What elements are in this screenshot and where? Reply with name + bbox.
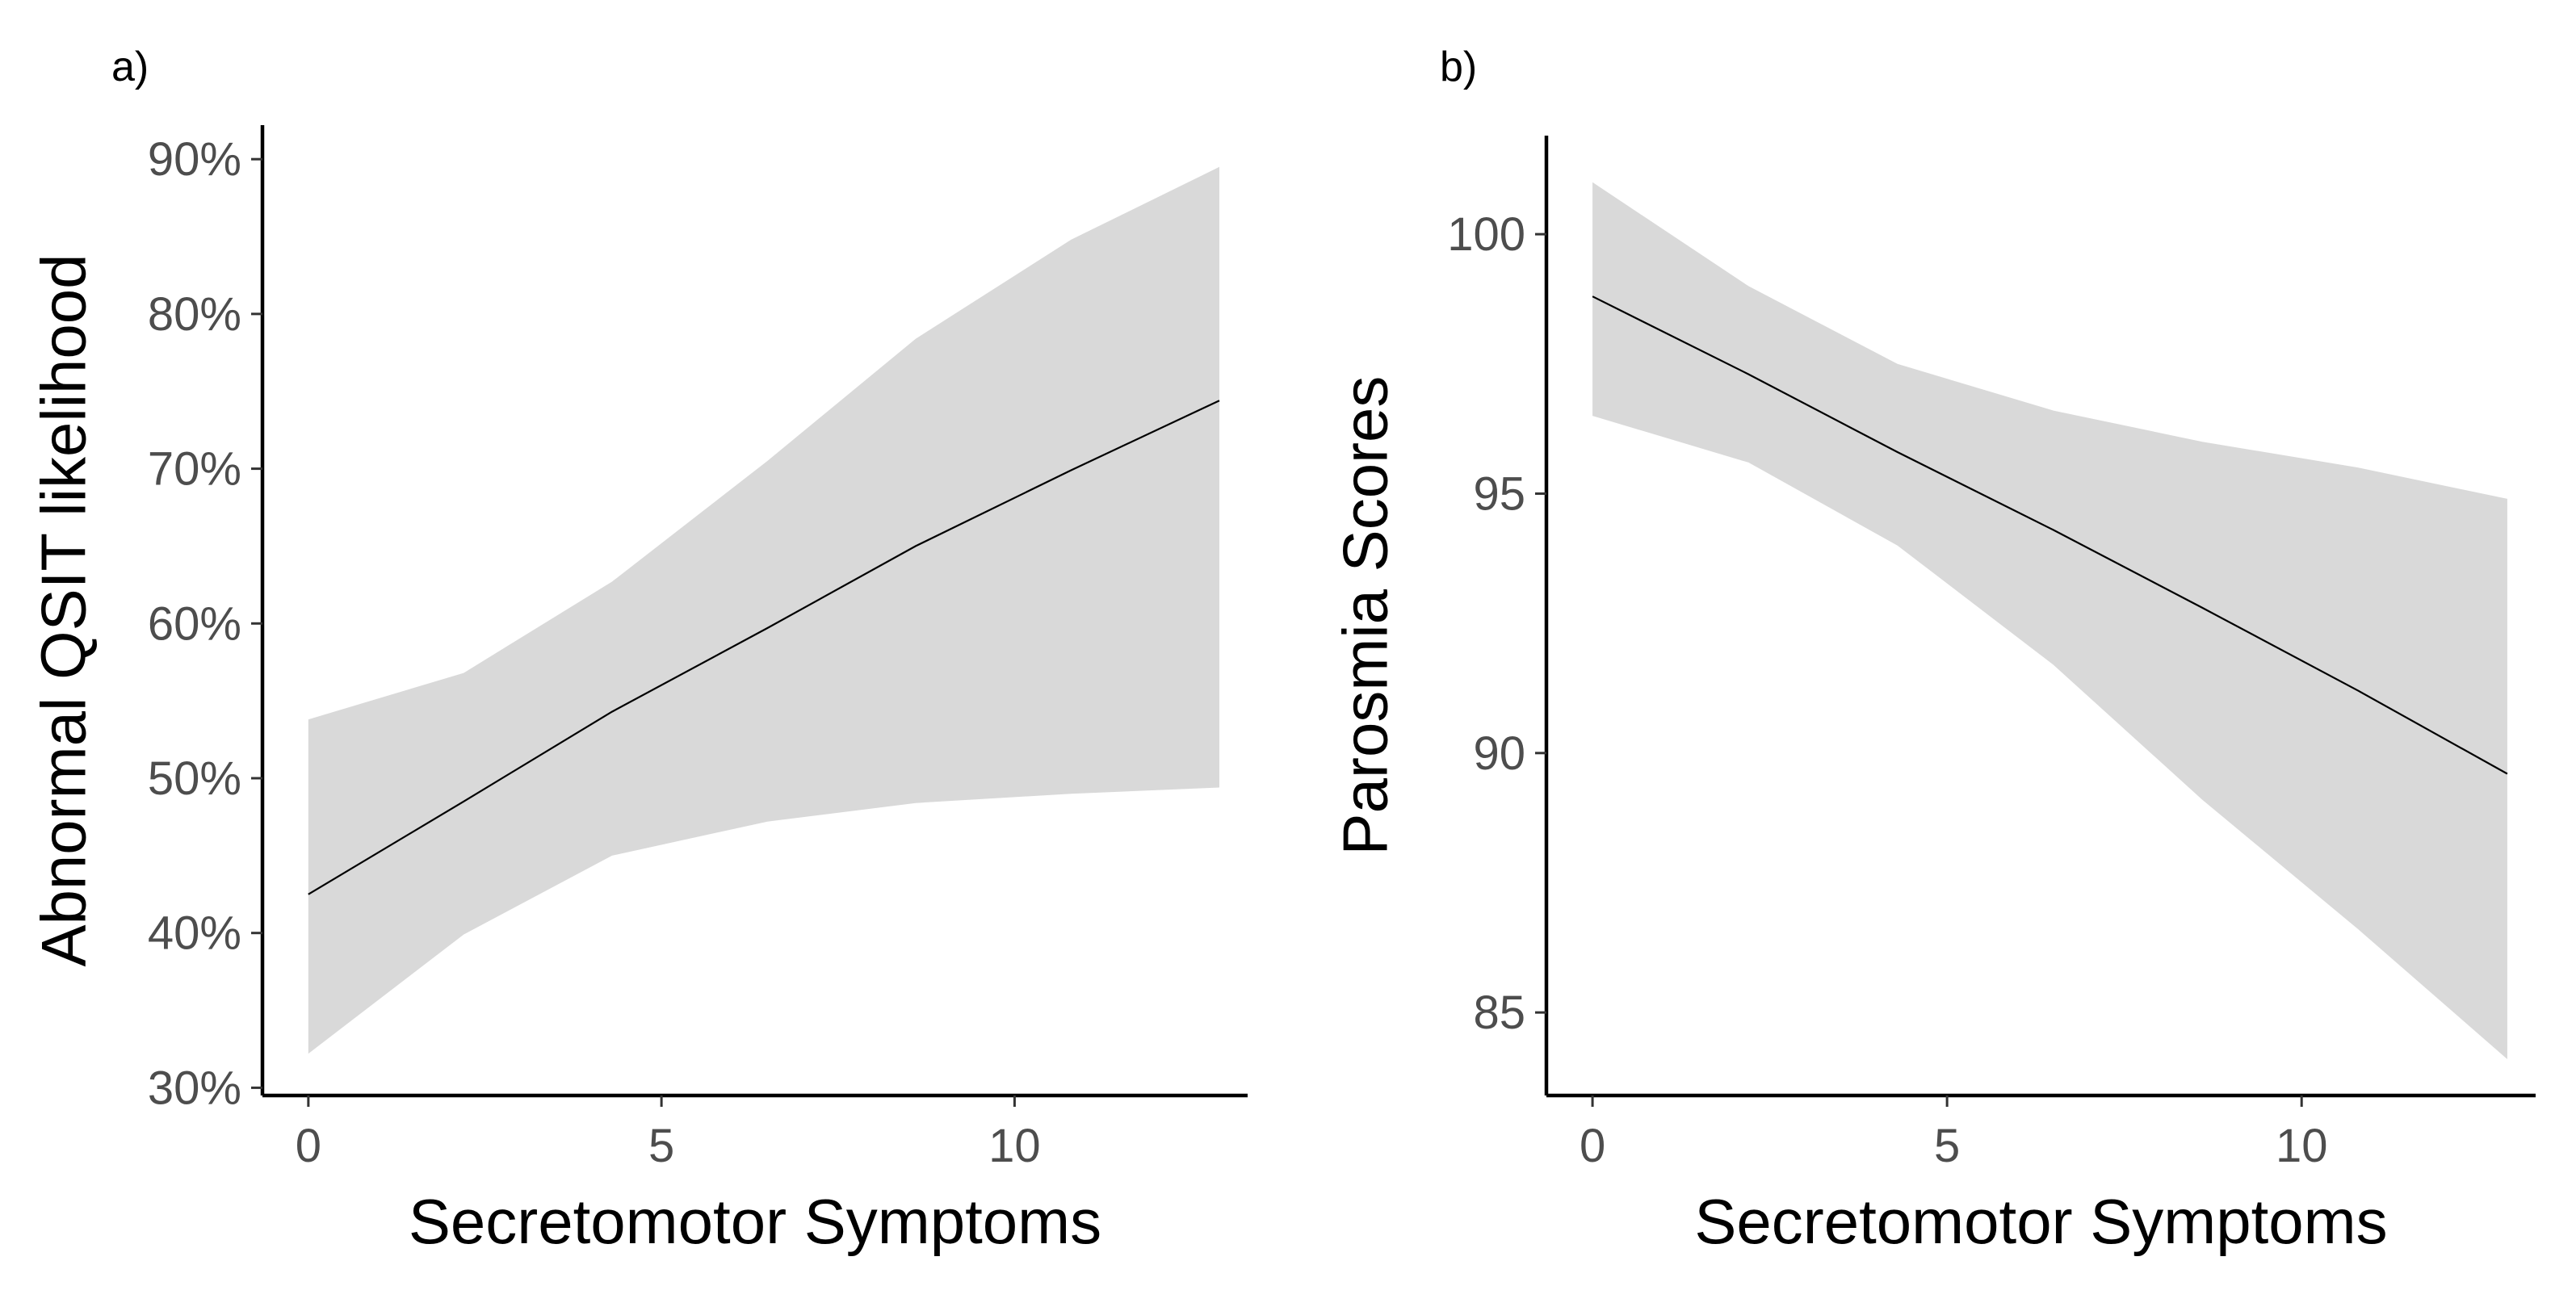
- panel-a-y-tick-label: 70%: [148, 443, 241, 496]
- panel-a-x-tick-label: 5: [648, 1120, 674, 1172]
- panel-a-y-tick-label: 40%: [148, 907, 241, 960]
- panel-b: 85 90 95 100 0 5 10 Secretomotor Symptoms Parosm…: [1329, 44, 2536, 1257]
- panel-b-fit-line: [1592, 295, 2508, 775]
- panel-a-x-axis-title: Secretomotor Symptoms: [409, 1186, 1101, 1257]
- panel-b-y-tick-label: 95: [1473, 467, 1525, 520]
- panel-b-x-tick-label: 5: [1934, 1120, 1960, 1172]
- panel-a: 30% 40% 50% 60% 70% 80% 90% 0 5 10 Secretomotor Sy…: [27, 44, 1248, 1257]
- panel-b-x-tick-label: 10: [2276, 1120, 2328, 1172]
- panel-a-y-tick-label: 30%: [148, 1062, 241, 1114]
- panel-b-x-tick-label: 0: [1580, 1120, 1605, 1172]
- panel-b-x-axis-title: Secretomotor Symptoms: [1694, 1186, 2387, 1257]
- panel-a-fit-line: [308, 400, 1220, 895]
- panel-a-ci-ribbon: [308, 166, 1219, 1054]
- panel-b-y-tick-label: 100: [1447, 208, 1525, 261]
- panel-b-ci-ribbon: [1592, 182, 2507, 1059]
- panel-b-y-tick-label: 90: [1473, 727, 1525, 780]
- panel-b-y-tick-label: 85: [1473, 987, 1525, 1039]
- panel-a-y-axis-title: Abnormal QSIT likelihood: [27, 254, 99, 967]
- panel-b-y-axis-title: Parosmia Scores: [1329, 376, 1400, 856]
- panel-b-label: b): [1440, 44, 1477, 90]
- panel-a-x-tick-label: 10: [988, 1120, 1041, 1172]
- panel-a-y-tick-label: 50%: [148, 752, 241, 805]
- panel-a-y-tick-label: 90%: [148, 133, 241, 186]
- panel-a-label: a): [111, 44, 149, 90]
- panel-a-x-tick-label: 0: [296, 1120, 321, 1172]
- panel-a-y-tick-label: 80%: [148, 288, 241, 341]
- panel-a-y-tick-label: 60%: [148, 597, 241, 650]
